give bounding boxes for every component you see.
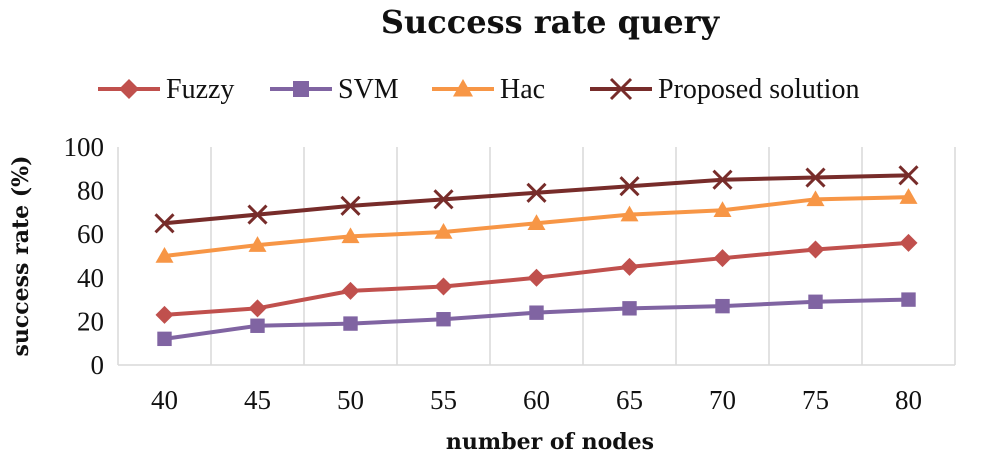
x-axis-label: number of nodes <box>446 429 654 455</box>
series-group <box>154 165 919 347</box>
data-point <box>899 233 918 252</box>
legend-label: Hac <box>500 74 545 105</box>
data-point <box>248 236 267 252</box>
data-point <box>155 305 174 324</box>
y-tick-label: 60 <box>77 219 104 249</box>
data-point <box>898 165 919 186</box>
data-point <box>527 268 546 287</box>
data-point <box>527 214 546 231</box>
data-point <box>712 169 733 190</box>
data-point <box>434 277 453 296</box>
data-point <box>808 294 823 309</box>
data-point <box>250 318 265 333</box>
legend-item: Proposed solution <box>590 74 859 105</box>
legend-item: SVM <box>270 74 399 105</box>
legend: Fuzzy SVM Hac Proposed solution <box>98 74 859 105</box>
data-point <box>157 331 172 347</box>
data-point <box>436 312 451 327</box>
data-point <box>806 190 825 207</box>
data-point <box>901 292 916 307</box>
legend-label: Fuzzy <box>166 74 234 105</box>
x-tick-label: 55 <box>430 385 457 415</box>
data-point <box>453 79 473 97</box>
data-point <box>293 81 309 97</box>
chart-title: Success rate query <box>381 3 721 41</box>
y-tick-label: 80 <box>77 176 104 206</box>
y-tick-label: 20 <box>77 306 104 336</box>
y-axis-ticks: 0 20 40 60 80 100 <box>64 132 105 380</box>
data-point <box>340 195 361 216</box>
y-tick-label: 100 <box>64 132 105 162</box>
data-point <box>715 298 730 314</box>
x-tick-label: 80 <box>895 385 922 415</box>
x-tick-label: 60 <box>523 385 550 415</box>
legend-item: Fuzzy <box>98 74 234 105</box>
data-point <box>155 247 174 263</box>
data-point <box>619 176 640 197</box>
data-point <box>806 240 825 259</box>
y-axis-label: success rate (%) <box>8 156 34 357</box>
data-point <box>713 201 732 217</box>
x-tick-label: 70 <box>709 385 736 415</box>
data-point <box>620 257 639 276</box>
data-point <box>609 77 633 101</box>
data-point <box>154 213 175 234</box>
series-fuzzy <box>155 233 918 324</box>
data-point <box>341 227 360 244</box>
data-point <box>620 205 639 222</box>
data-point <box>805 167 826 188</box>
data-point <box>899 188 918 204</box>
data-point <box>343 316 358 331</box>
gridlines <box>117 147 956 366</box>
x-tick-label: 75 <box>802 385 829 415</box>
y-tick-label: 0 <box>91 350 105 380</box>
x-tick-label: 45 <box>244 385 271 415</box>
data-point <box>622 301 637 316</box>
data-point <box>713 249 732 268</box>
series-hac <box>155 188 918 263</box>
data-point <box>529 305 544 320</box>
x-tick-label: 65 <box>616 385 643 415</box>
data-point <box>341 281 360 300</box>
data-point <box>119 79 139 99</box>
data-point <box>433 189 454 210</box>
data-point <box>248 299 267 318</box>
legend-label: Proposed solution <box>658 74 859 105</box>
legend-label: SVM <box>338 74 399 105</box>
x-axis-ticks: 40 45 50 55 60 65 70 75 80 <box>151 385 922 415</box>
data-point <box>526 182 547 203</box>
y-tick-label: 40 <box>77 263 104 293</box>
data-point <box>434 223 453 239</box>
legend-item: Hac <box>432 74 545 105</box>
series-proposed-solution <box>154 165 919 234</box>
x-tick-label: 40 <box>151 385 178 415</box>
series-svm <box>157 292 916 347</box>
data-point <box>247 204 268 225</box>
x-tick-label: 50 <box>337 385 364 415</box>
